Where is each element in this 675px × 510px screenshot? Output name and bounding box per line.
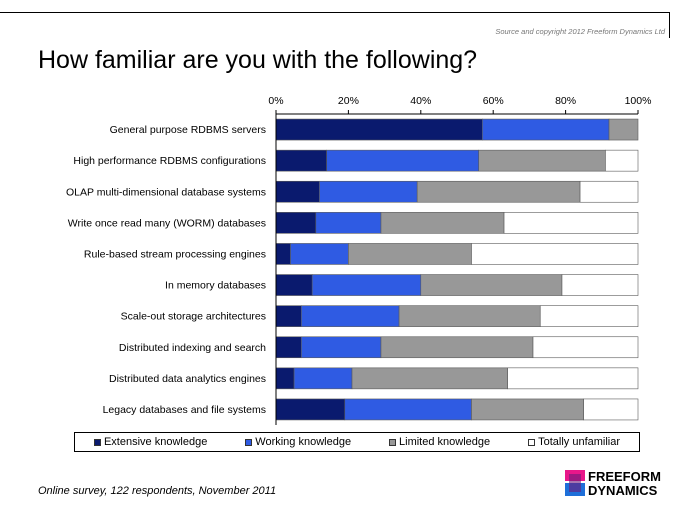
category-label: Distributed indexing and search [119, 342, 266, 354]
category-label: Rule-based stream processing engines [84, 248, 266, 260]
bar-segment [275, 336, 302, 359]
bar-segment [326, 149, 480, 172]
legend: Extensive knowledge Working knowledge Limi… [74, 432, 640, 452]
bar-segment [380, 336, 534, 359]
x-tick-label: 40% [410, 95, 431, 107]
bar-segment [311, 274, 422, 296]
bar-segment [275, 243, 291, 265]
bar-segment [275, 367, 295, 390]
freeform-dynamics-logo: FREEFORM DYNAMICS [565, 469, 661, 498]
bar-segment [503, 212, 639, 234]
legend-item: Working knowledge [245, 436, 351, 448]
bar-segment [471, 398, 585, 421]
bar-segment [478, 149, 606, 172]
logo-line1: FREEFORM [588, 469, 661, 484]
legend-label: Extensive knowledge [103, 436, 208, 448]
bar-segment [319, 180, 418, 203]
category-label: In memory databases [165, 280, 266, 292]
bar-segment [608, 118, 639, 141]
bar-segment [507, 367, 639, 390]
bar-segment [398, 305, 541, 327]
category-label: Distributed data analytics engines [109, 373, 266, 385]
legend-swatch [528, 438, 536, 446]
category-label: High performance RDBMS configurations [73, 155, 266, 167]
legend-swatch [245, 438, 253, 446]
bar-segment [275, 149, 327, 172]
stacked-bar-chart: 0% 20% 40% 60% 80% 100% General purpose RDBMS … [66, 95, 652, 425]
logo-line2: DYNAMICS [588, 483, 658, 498]
bar-segment [471, 243, 639, 265]
right-border [669, 12, 670, 38]
bar-segment [380, 212, 505, 234]
bar-segment [420, 274, 563, 296]
legend-item: Extensive knowledge [93, 436, 208, 448]
legend-label: Limited knowledge [399, 436, 491, 448]
bar-segment [301, 305, 400, 327]
chart-title: How familiar are you with the following? [38, 46, 478, 74]
bar-segment [579, 180, 639, 203]
bar-segment [275, 274, 313, 296]
x-tick-label: 80% [555, 95, 576, 107]
legend-swatch [93, 438, 101, 446]
bar-segment [351, 367, 508, 390]
bar-segment [583, 398, 639, 421]
x-tick-label: 100% [625, 95, 652, 107]
bar-segment [275, 398, 346, 421]
bar-segment [532, 336, 639, 359]
legend-item: Limited knowledge [389, 436, 490, 448]
category-label: Legacy databases and file systems [103, 404, 266, 416]
bar-segment [605, 149, 639, 172]
x-tick-label: 0% [268, 95, 283, 107]
x-tick-label: 20% [338, 95, 359, 107]
category-label: General purpose RDBMS servers [110, 124, 266, 136]
bar-segment [293, 367, 353, 390]
bar-segment [275, 118, 483, 141]
bar-segment [275, 212, 317, 234]
bar-segment [416, 180, 581, 203]
copyright-note: Source and copyright 2012 Freeform Dynam… [495, 27, 665, 36]
freeform-dynamics-logo-icon [565, 470, 585, 496]
bar-segment [301, 336, 382, 359]
category-label: OLAP multi-dimensional database systems [66, 186, 266, 198]
category-label: Scale-out storage architectures [121, 311, 266, 323]
top-border [0, 12, 670, 13]
legend-item: Totally unfamiliar [528, 436, 620, 448]
bar-segment [275, 305, 302, 327]
legend-swatch [389, 438, 397, 446]
legend-label: Working knowledge [255, 436, 352, 448]
footnote: Online survey, 122 respondents, November… [38, 485, 277, 497]
x-tick-label: 60% [483, 95, 504, 107]
bar-segment [348, 243, 472, 265]
bar-segment [344, 398, 472, 421]
bar-segment [539, 305, 639, 327]
bar-segment [275, 180, 320, 203]
category-label: Write once read many (WORM) databases [68, 217, 266, 229]
bar-segment [290, 243, 349, 265]
bar-segment [482, 118, 610, 141]
bar-segment [315, 212, 382, 234]
bar-segment [561, 274, 639, 296]
legend-label: Totally unfamiliar [538, 436, 621, 448]
